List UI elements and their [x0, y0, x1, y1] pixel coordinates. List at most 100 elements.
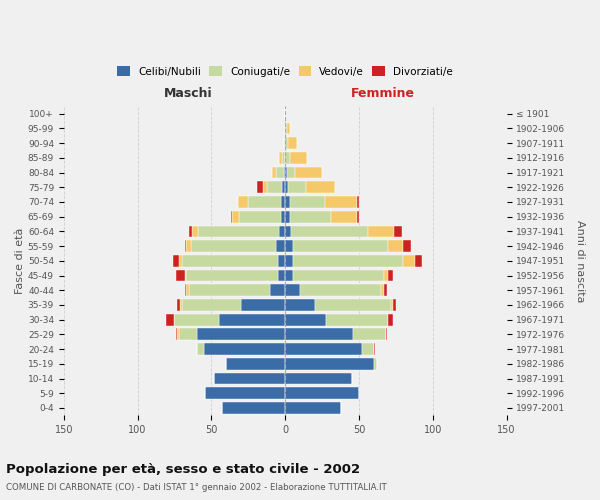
Bar: [268, 182, 282, 193]
Bar: [285, 240, 293, 252]
Bar: [173, 255, 179, 266]
Bar: [239, 211, 281, 222]
Bar: [278, 270, 285, 281]
Bar: [285, 402, 341, 414]
Bar: [185, 270, 186, 281]
Bar: [285, 372, 352, 384]
Bar: [178, 328, 179, 340]
Bar: [285, 358, 374, 370]
Bar: [285, 343, 362, 355]
Y-axis label: Fasce di età: Fasce di età: [15, 228, 25, 294]
Bar: [221, 402, 285, 414]
Bar: [287, 166, 295, 178]
Bar: [179, 255, 182, 266]
Bar: [285, 226, 291, 237]
Bar: [204, 343, 285, 355]
Bar: [288, 182, 306, 193]
Bar: [179, 328, 197, 340]
Bar: [232, 211, 239, 222]
Bar: [185, 240, 186, 252]
Bar: [290, 196, 325, 208]
Bar: [176, 270, 185, 281]
Bar: [282, 182, 285, 193]
Bar: [331, 211, 358, 222]
Bar: [285, 328, 353, 340]
Bar: [226, 358, 285, 370]
Bar: [293, 240, 388, 252]
Bar: [182, 299, 241, 311]
Bar: [284, 138, 285, 149]
Bar: [272, 166, 277, 178]
Bar: [314, 299, 391, 311]
Bar: [386, 328, 387, 340]
Bar: [197, 328, 285, 340]
Bar: [293, 255, 403, 266]
Bar: [285, 299, 314, 311]
Bar: [230, 211, 232, 222]
Bar: [287, 122, 290, 134]
Bar: [197, 343, 204, 355]
Bar: [271, 284, 285, 296]
Bar: [185, 284, 186, 296]
Bar: [403, 240, 410, 252]
Bar: [358, 211, 359, 222]
Bar: [358, 196, 359, 208]
Bar: [325, 196, 358, 208]
Text: Femmine: Femmine: [350, 87, 415, 100]
Bar: [175, 314, 219, 326]
Bar: [214, 372, 285, 384]
Bar: [384, 270, 388, 281]
Bar: [285, 255, 293, 266]
Bar: [182, 255, 278, 266]
Bar: [248, 196, 281, 208]
Bar: [368, 226, 394, 237]
Bar: [353, 328, 386, 340]
Bar: [300, 284, 381, 296]
Bar: [374, 358, 377, 370]
Bar: [391, 299, 393, 311]
Bar: [293, 270, 384, 281]
Bar: [241, 299, 285, 311]
Bar: [278, 255, 285, 266]
Bar: [277, 166, 284, 178]
Bar: [285, 152, 290, 164]
Bar: [374, 343, 375, 355]
Bar: [295, 166, 322, 178]
Bar: [285, 270, 293, 281]
Bar: [186, 270, 278, 281]
Bar: [285, 314, 326, 326]
Bar: [263, 182, 268, 193]
Bar: [186, 240, 191, 252]
Bar: [238, 196, 248, 208]
Bar: [198, 226, 279, 237]
Bar: [257, 182, 263, 193]
Bar: [393, 299, 396, 311]
Bar: [288, 138, 297, 149]
Y-axis label: Anni di nascita: Anni di nascita: [575, 220, 585, 302]
Bar: [181, 299, 182, 311]
Bar: [285, 284, 300, 296]
Bar: [285, 196, 290, 208]
Bar: [403, 255, 415, 266]
Bar: [282, 152, 285, 164]
Bar: [205, 388, 285, 399]
Bar: [279, 226, 285, 237]
Bar: [285, 166, 287, 178]
Bar: [178, 299, 181, 311]
Bar: [189, 226, 192, 237]
Legend: Celibi/Nubili, Coniugati/e, Vedovi/e, Divorziati/e: Celibi/Nubili, Coniugati/e, Vedovi/e, Di…: [113, 62, 457, 80]
Bar: [306, 182, 335, 193]
Bar: [285, 182, 288, 193]
Bar: [279, 152, 282, 164]
Bar: [285, 211, 290, 222]
Bar: [291, 226, 368, 237]
Bar: [381, 284, 384, 296]
Bar: [281, 211, 285, 222]
Bar: [362, 343, 374, 355]
Bar: [192, 226, 198, 237]
Bar: [285, 122, 287, 134]
Bar: [388, 240, 403, 252]
Bar: [290, 152, 307, 164]
Bar: [191, 240, 277, 252]
Bar: [281, 196, 285, 208]
